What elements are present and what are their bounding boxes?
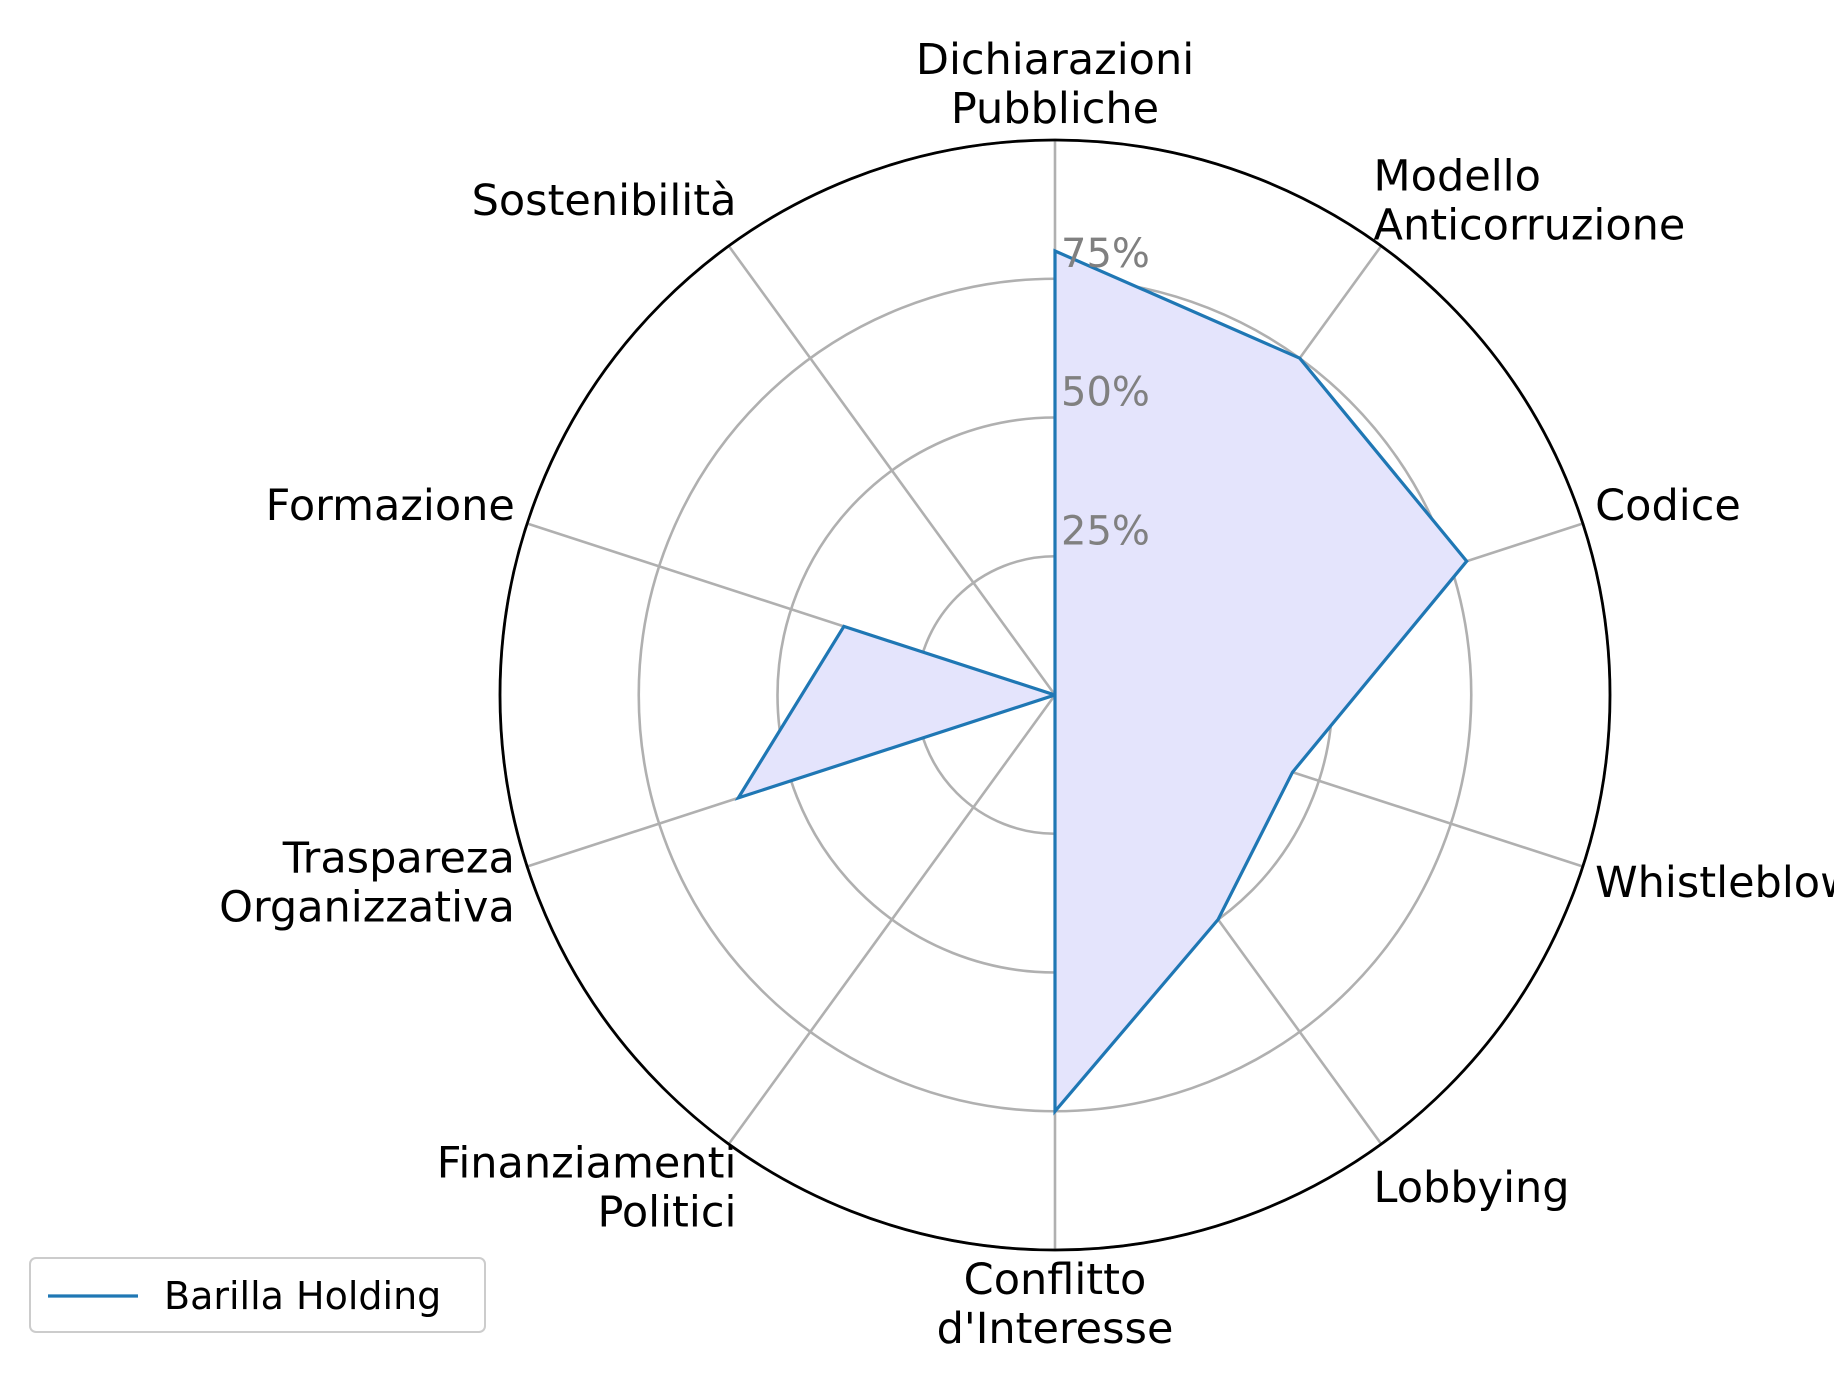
- axis-label-finanziamenti-politici: Finanziamenti Politici: [437, 1139, 737, 1238]
- axis-label-formazione: Formazione: [266, 481, 515, 531]
- series-layer: [734, 248, 1469, 1116]
- legend: Barilla Holding: [29, 1257, 486, 1333]
- series-fill-barilla-holding: [738, 251, 1467, 1112]
- radial-ticks: 25% 50% 75%: [1061, 231, 1150, 555]
- legend-box: [29, 1257, 486, 1333]
- tick-label-50: 50%: [1061, 370, 1150, 416]
- legend-label-barilla-holding: Barilla Holding: [164, 1274, 441, 1318]
- tick-label-75: 75%: [1061, 231, 1150, 277]
- axis-label-traspareza-organizzativa: Traspareza Organizzativa: [219, 834, 515, 933]
- axis-label-sostenibilit: Sostenibilità: [472, 176, 737, 226]
- axis-label-lobbying: Lobbying: [1374, 1163, 1570, 1213]
- category-labels: Dichiarazioni Pubbliche Modello Anticorruzi…: [219, 35, 1834, 1354]
- series-line-barilla-holding: [734, 248, 1469, 1116]
- axis-label-conflitto-dinteresse: Conflitto d'Interesse: [937, 1255, 1174, 1354]
- axis-label-dichiarazioni-pubbliche: Dichiarazioni Pubbliche: [916, 35, 1194, 134]
- tick-label-25: 25%: [1061, 508, 1150, 554]
- polar-frame: [498, 138, 1612, 1252]
- axis-label-whistleblowing: Whistleblowing: [1595, 858, 1834, 908]
- axis-label-modello-anticorruzione: Modello Anticorruzione: [1374, 152, 1686, 251]
- axis-label-codice: Codice: [1595, 481, 1741, 531]
